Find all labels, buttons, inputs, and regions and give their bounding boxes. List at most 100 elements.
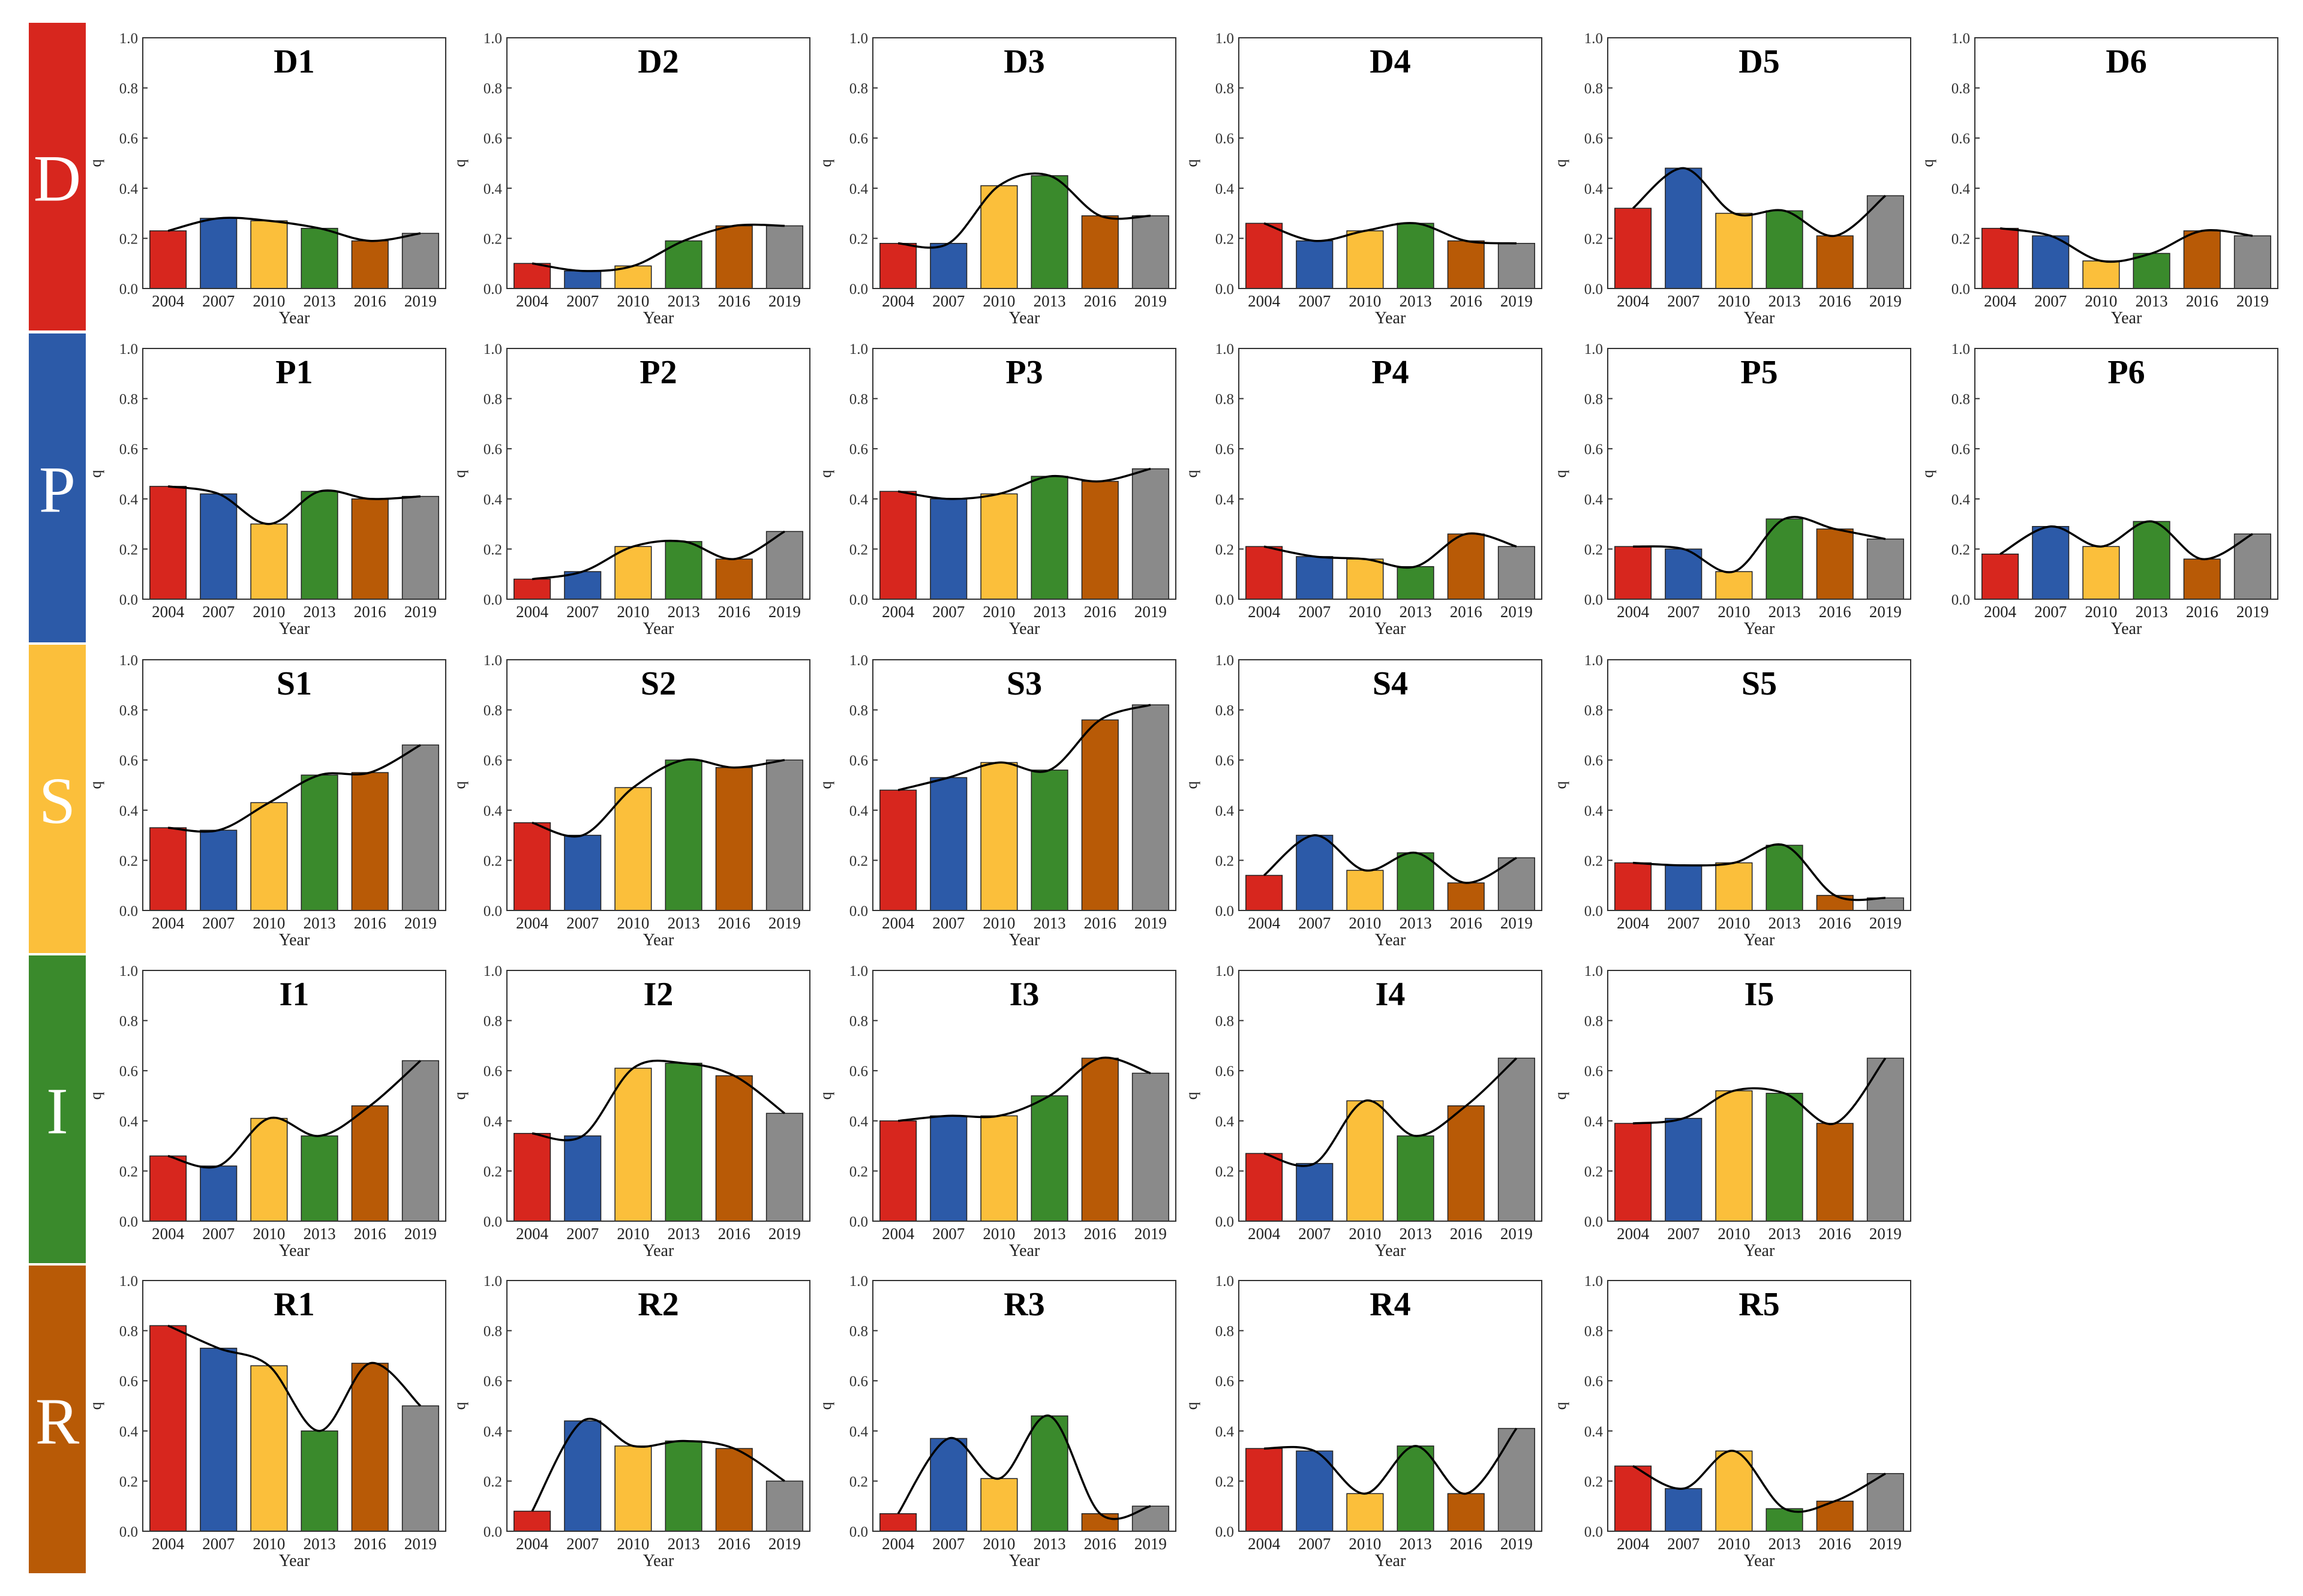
bar-2010 <box>2082 546 2120 600</box>
trend-curve <box>897 704 1151 792</box>
chart-title: P2 <box>639 354 677 391</box>
x-axis-label: Year <box>279 309 310 327</box>
x-tick-label: 2019 <box>2236 292 2269 310</box>
y-tick-label: 0.2 <box>1215 231 1234 247</box>
x-tick-label: 2019 <box>1500 1225 1533 1243</box>
x-axis-label: Year <box>2111 309 2142 327</box>
x-tick-label: 2019 <box>768 1225 801 1243</box>
bar-2010 <box>614 1068 652 1222</box>
bar-2010 <box>1346 1493 1384 1532</box>
x-tick-label: 2019 <box>1134 603 1167 621</box>
y-tick-label: 0.2 <box>1584 1474 1603 1490</box>
y-tick-label: 0.2 <box>1584 542 1603 558</box>
x-tick-label: 2007 <box>932 1225 965 1243</box>
y-tick-label: 0.6 <box>1215 1373 1234 1390</box>
y-tick-label: 0.4 <box>1584 803 1604 819</box>
x-tick-label: 2004 <box>152 603 185 621</box>
x-tick-label: 2013 <box>668 292 700 310</box>
x-tick-label: 2013 <box>1400 1225 1432 1243</box>
trend-curve <box>1633 843 1885 901</box>
y-tick-label: 0.8 <box>1215 81 1234 97</box>
y-axis-label: q <box>817 1092 834 1100</box>
bar-2004 <box>1981 227 2019 289</box>
y-axis-label: q <box>451 160 469 167</box>
chart-title: S4 <box>1373 665 1408 702</box>
bar-2007 <box>1296 1163 1334 1222</box>
bar-2004 <box>1614 1123 1652 1222</box>
y-tick-label: 0.4 <box>119 492 139 508</box>
y-tick-label: 0.0 <box>1215 592 1234 608</box>
y-tick-label: 0.0 <box>1584 1214 1603 1230</box>
x-tick-label: 2010 <box>1349 1535 1381 1553</box>
y-tick-label: 1.0 <box>119 31 138 47</box>
y-tick-label: 1.0 <box>1584 31 1603 47</box>
x-tick-label: 2019 <box>1869 1225 1902 1243</box>
y-tick-label: 0.4 <box>1215 1114 1235 1130</box>
chart-p1: 0.0 0.2 0.4 0.6 0.8 1.0 2004 2007 2010 2013 2016 20… <box>87 341 446 638</box>
y-axis-label: q <box>1552 1402 1569 1410</box>
trend-curve <box>532 530 785 581</box>
y-tick-label: 0.8 <box>484 1014 502 1030</box>
x-tick-label: 2019 <box>404 1535 437 1553</box>
plot-frame <box>1238 348 1542 600</box>
x-tick-label: 2013 <box>304 603 336 621</box>
y-tick-label: 0.6 <box>1584 131 1603 147</box>
x-tick-label: 2004 <box>516 292 549 310</box>
bar-2016 <box>715 767 753 911</box>
y-tick-label: 0.4 <box>1584 492 1604 508</box>
bar-2016 <box>715 558 753 600</box>
x-tick-label: 2004 <box>1248 292 1281 310</box>
x-tick-label: 2019 <box>768 603 801 621</box>
x-tick-label: 2016 <box>718 292 750 310</box>
y-tick-label: 0.6 <box>484 753 502 769</box>
bar-2004 <box>879 491 917 600</box>
plot-frame <box>872 37 1176 289</box>
bar-2004 <box>514 263 551 289</box>
bar-2016 <box>351 772 389 911</box>
x-tick-label: 2010 <box>983 1225 1015 1243</box>
bar-2004 <box>149 1325 187 1532</box>
bar-2013 <box>1031 175 1068 289</box>
y-tick-label: 0.8 <box>484 1324 502 1340</box>
x-tick-label: 2016 <box>1819 603 1851 621</box>
chart-p4: 0.0 0.2 0.4 0.6 0.8 1.0 2004 2007 2010 2013 2016 20… <box>1183 341 1542 638</box>
y-tick-label: 0.6 <box>849 131 868 147</box>
trend-curve <box>167 485 421 525</box>
y-tick-label: 0.6 <box>484 441 502 458</box>
x-tick-label: 2019 <box>1134 1535 1167 1553</box>
x-tick-label: 2019 <box>1500 603 1533 621</box>
y-tick-label: 1.0 <box>1215 963 1234 979</box>
bar-2013 <box>1765 210 1803 289</box>
chart-r2: 0.0 0.2 0.4 0.6 0.8 1.0 2004 2007 2010 2013 2016 20… <box>451 1273 810 1570</box>
bar-2010 <box>1346 230 1384 289</box>
y-tick-label: 1.0 <box>484 1273 502 1290</box>
plot-frame <box>872 970 1176 1222</box>
y-axis-label: q <box>87 1402 104 1410</box>
trend-curve <box>532 758 785 838</box>
bar-2016 <box>1447 1105 1485 1222</box>
y-tick-label: 0.6 <box>484 131 502 147</box>
x-tick-label: 2013 <box>2136 603 2168 621</box>
bar-2010 <box>250 1117 288 1222</box>
y-axis-label: q <box>817 470 834 478</box>
x-tick-label: 2004 <box>1617 603 1650 621</box>
bar-2013 <box>665 240 702 289</box>
row-band-i: I <box>29 955 86 1263</box>
chart-title: I2 <box>644 976 674 1013</box>
y-tick-label: 1.0 <box>119 341 138 357</box>
x-tick-label: 2019 <box>1869 292 1902 310</box>
y-tick-label: 0.6 <box>849 753 868 769</box>
bar-2004 <box>514 1132 551 1222</box>
bar-2019 <box>1131 468 1169 600</box>
bar-2007 <box>1665 1488 1703 1532</box>
x-tick-label: 2016 <box>354 1225 386 1243</box>
trend-curve <box>531 1417 785 1512</box>
bar-2007 <box>564 571 602 600</box>
y-axis-label: q <box>451 1092 469 1100</box>
x-tick-label: 2013 <box>1034 292 1066 310</box>
y-tick-label: 0.0 <box>484 281 502 297</box>
trend-curve <box>1264 1427 1518 1495</box>
bar-2019 <box>401 495 439 600</box>
x-tick-label: 2004 <box>1617 292 1650 310</box>
